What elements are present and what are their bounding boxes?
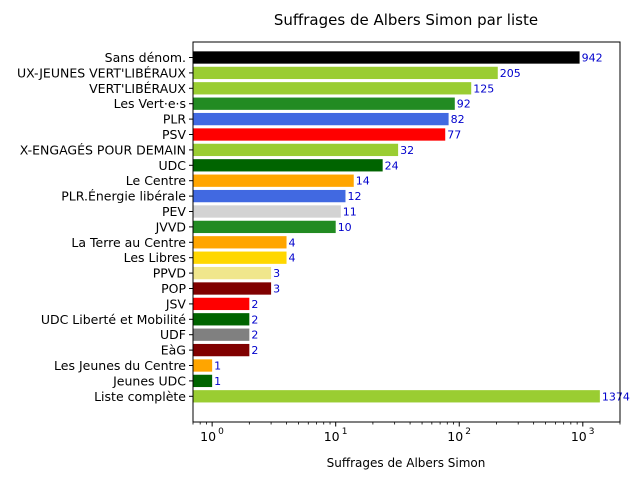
value-label: 1 [214, 375, 221, 388]
y-tick-label: UX-JEUNES VERT'LIBÉRAUX [17, 65, 186, 80]
x-tick-label: 10 [447, 429, 463, 444]
bar [193, 82, 472, 95]
bar [193, 97, 455, 110]
chart-title: Suffrages de Albers Simon par liste [274, 11, 538, 29]
value-label: 2 [251, 329, 258, 342]
x-tick-label: 10 [200, 429, 216, 444]
y-tick-label: Jeunes UDC [112, 373, 186, 388]
value-label: 11 [343, 206, 357, 219]
bar [193, 266, 272, 280]
x-tick-exponent: 0 [218, 427, 224, 437]
y-tick-label: Les Libres [124, 250, 186, 265]
bars-group [193, 51, 600, 403]
y-tick-label: POP [161, 281, 186, 296]
bar [193, 251, 287, 264]
value-label: 125 [473, 82, 494, 95]
bar [193, 297, 250, 311]
bar [193, 189, 346, 203]
y-tick-label: VERT'LIBÉRAUX [89, 81, 186, 96]
value-label: 2 [251, 313, 258, 326]
bar [193, 313, 250, 326]
y-tick-label: JVVD [155, 219, 186, 234]
value-labels: 9422051259282773224141211104433222211137… [214, 52, 630, 404]
y-tick-label: EàG [161, 343, 186, 358]
y-tick-label: PPVD [153, 266, 186, 281]
bar [193, 174, 354, 187]
value-label: 92 [457, 98, 471, 111]
y-tick-label: Les Vert·e·s [114, 96, 186, 111]
x-axis-ticks: 10 0 10 1 10 2 10 3 [192, 422, 621, 444]
bar [193, 220, 336, 234]
bar [193, 66, 498, 80]
plot-frame [192, 41, 621, 423]
x-tick-label: 10 [324, 429, 340, 444]
y-axis-labels: Sans dénom.UX-JEUNES VERT'LIBÉRAUXVERT'L… [17, 50, 193, 404]
value-label: 3 [273, 283, 280, 296]
y-tick-label: Le Centre [126, 173, 187, 188]
y-tick-label: JSV [165, 296, 187, 311]
x-tick-exponent: 1 [342, 427, 348, 437]
y-tick-label: X-ENGAGÉS POUR DEMAIN [20, 142, 186, 157]
y-tick-label: UDC Liberté et Mobilité [41, 312, 186, 327]
bar [193, 282, 272, 295]
value-label: 205 [500, 67, 521, 80]
x-tick-exponent: 3 [589, 427, 595, 437]
x-tick-label: 10 [571, 429, 587, 444]
value-label: 3 [273, 267, 280, 280]
value-label: 82 [451, 113, 465, 126]
y-tick-label: UDC [158, 158, 186, 173]
bar [193, 159, 383, 172]
bar [193, 236, 287, 249]
value-label: 24 [385, 159, 399, 172]
y-tick-label: PLR [163, 112, 187, 127]
value-label: 14 [356, 175, 370, 188]
y-tick-label: Sans dénom. [105, 50, 186, 65]
bar [193, 205, 341, 218]
x-axis-label: Suffrages de Albers Simon [327, 456, 486, 470]
value-label: 77 [447, 129, 461, 142]
bar [193, 128, 446, 141]
value-label: 4 [289, 252, 296, 265]
value-label: 942 [582, 52, 603, 65]
value-label: 32 [400, 144, 414, 157]
bar [193, 343, 250, 357]
value-label: 4 [289, 236, 296, 249]
bar [193, 143, 399, 157]
value-label: 1 [214, 360, 221, 373]
bar [193, 328, 250, 341]
y-tick-label: PSV [162, 127, 186, 142]
value-label: 10 [338, 221, 352, 234]
value-label: 12 [347, 190, 361, 203]
bar [193, 374, 213, 388]
y-tick-label: Liste complète [94, 389, 186, 404]
bar [193, 51, 580, 64]
y-tick-label: La Terre au Centre [71, 235, 186, 250]
bar [193, 112, 449, 126]
x-tick-exponent: 2 [465, 427, 471, 437]
y-tick-label: Les Jeunes du Centre [54, 358, 186, 373]
value-label: 2 [251, 298, 258, 311]
bar [193, 359, 213, 372]
bar [193, 390, 600, 403]
value-label: 2 [251, 344, 258, 357]
y-tick-label: UDF [160, 327, 186, 342]
y-tick-label: PEV [162, 204, 186, 219]
value-label: 1374 [602, 390, 630, 403]
y-tick-label: PLR.Énergie libérale [61, 189, 186, 204]
